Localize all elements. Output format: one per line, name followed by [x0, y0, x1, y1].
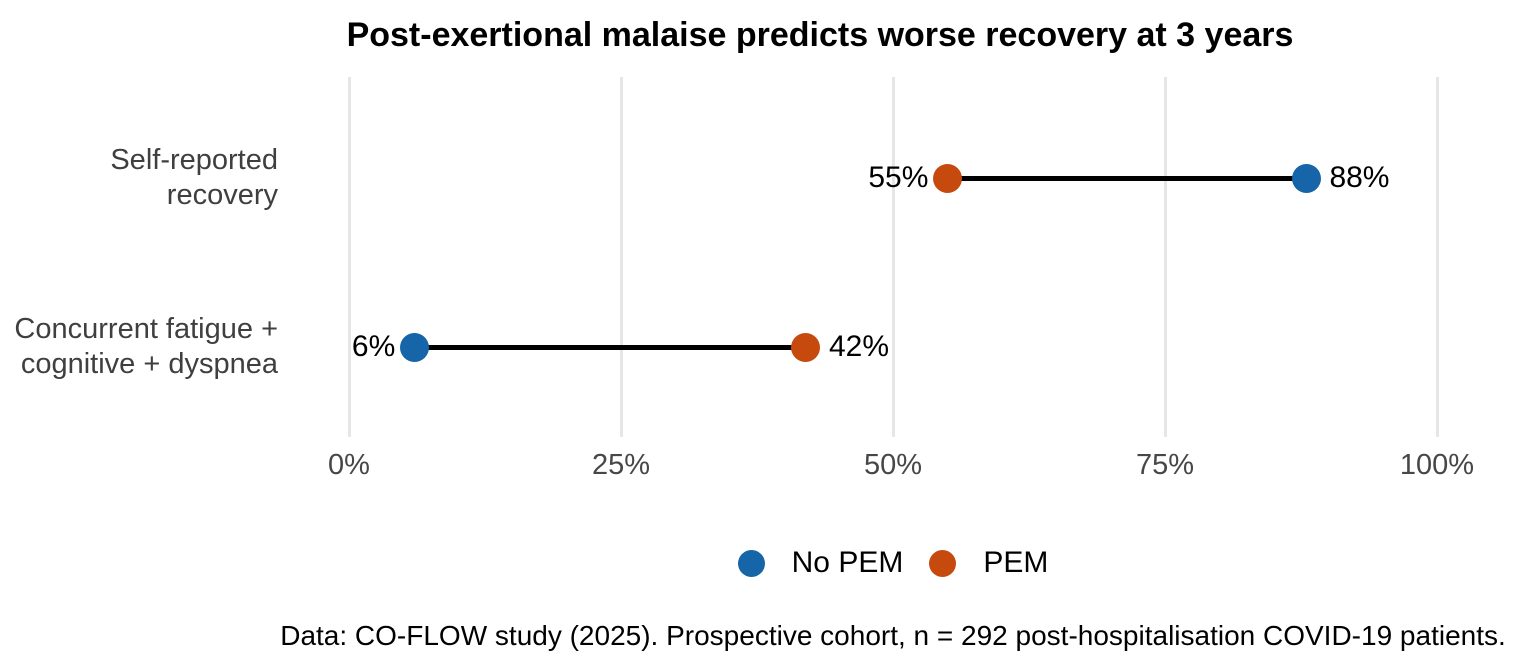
legend: No PEM PEM: [349, 546, 1437, 580]
x-tick-label: 0%: [328, 449, 370, 481]
gridline: [619, 77, 623, 437]
value-label: 42%: [828, 330, 889, 363]
legend-item-no-pem: No PEM: [737, 546, 904, 580]
gridline: [891, 77, 895, 437]
dumbbell-connector: [947, 175, 1307, 181]
legend-item-pem: PEM: [929, 546, 1048, 580]
gridline: [1435, 77, 1439, 437]
y-axis-label: Self-reported recovery: [110, 144, 278, 211]
x-tick-label: 100%: [1399, 449, 1475, 481]
value-label: 88%: [1329, 161, 1390, 194]
dot-pem: [932, 163, 962, 193]
x-tick-label: 50%: [863, 449, 923, 481]
legend-label: PEM: [983, 546, 1049, 579]
legend-label: No PEM: [791, 546, 904, 579]
x-tick-label: 75%: [1135, 449, 1195, 481]
legend-swatch-no-pem: [737, 549, 765, 577]
gridline: [1163, 77, 1167, 437]
dot-pem: [791, 332, 821, 362]
legend-swatch-pem: [929, 549, 957, 577]
value-label: 6%: [351, 330, 396, 363]
value-label: 55%: [868, 161, 929, 194]
dot-no-pem: [1291, 163, 1321, 193]
dumbbell-connector: [414, 344, 806, 350]
y-axis-label: Concurrent fatigue + cognitive + dyspnea: [14, 313, 278, 380]
gridline: [347, 77, 351, 437]
chart-title: Post-exertional malaise predicts worse r…: [346, 16, 1294, 54]
x-tick-label: 25%: [591, 449, 651, 481]
chart-caption: Data: CO-FLOW study (2025). Prospective …: [280, 620, 1506, 651]
dot-no-pem: [399, 332, 429, 362]
